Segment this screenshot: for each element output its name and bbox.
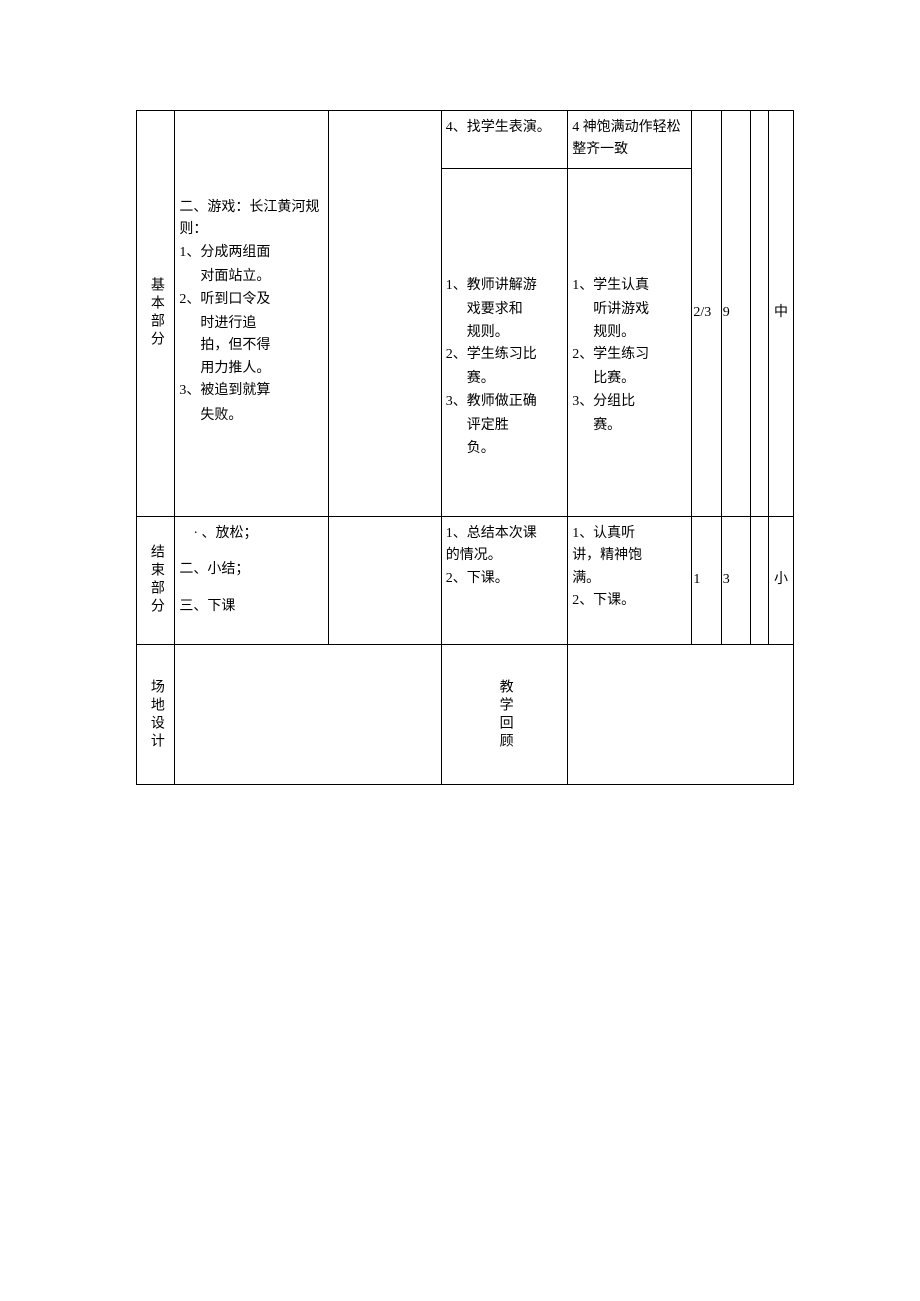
activity-item: 3、分组比: [572, 391, 687, 413]
activity-item: 规则。: [572, 322, 687, 344]
activity-item: 的情况。: [446, 545, 563, 567]
section-basic-label: 基本部分: [137, 111, 175, 517]
section-end-label: 结束部分: [137, 516, 175, 644]
activity1-cell: 1、教师讲解游 戏要求和 规则。 2、学生练习比 赛。 3、教师做正确 评定胜 …: [441, 168, 567, 516]
activity-item: 讲，精神饱: [572, 545, 687, 567]
activity-item: 负。: [446, 438, 563, 460]
content-item: 1、分成两组面: [179, 242, 324, 264]
activity-item: 规则。: [446, 322, 563, 344]
activity-item: 2、下课。: [446, 568, 563, 590]
num1-cell: 2/3: [692, 111, 721, 517]
level-cell: 中: [769, 111, 794, 517]
content-item: 拍，但不得: [179, 335, 324, 357]
activity1-cell: 4、找学生表演。: [441, 111, 567, 169]
activity-item: 4 神饱满动作轻松整齐一致: [572, 117, 687, 162]
num2-cell: 9: [721, 111, 750, 517]
activity-item: 赛。: [446, 368, 563, 390]
activity2-cell: 4 神饱满动作轻松整齐一致: [568, 111, 692, 169]
activity-item: 2、学生练习: [572, 344, 687, 366]
activity-item: 比赛。: [572, 368, 687, 390]
empty-narrow: [751, 111, 769, 517]
content-item: 对面站立。: [179, 266, 324, 288]
empty-cell: [328, 516, 441, 644]
activity-item: 满。: [572, 568, 687, 590]
lesson-plan-table: 基本部分 二、游戏：长江黄河规则： 1、分成两组面 对面站立。 2、听到口令及 …: [136, 110, 794, 785]
activity-item: 3、教师做正确: [446, 391, 563, 413]
end-content: · 、放松； 二、小结； 三、下课: [175, 516, 329, 644]
activity-item: 赛。: [572, 415, 687, 437]
content-title: 二、游戏：长江黄河规则：: [179, 197, 324, 242]
level-cell: 小: [769, 516, 794, 644]
section-venue-label: 场地设计: [137, 645, 175, 785]
activity-item: 1、认真听: [572, 523, 687, 545]
content-item: · 、放松；: [179, 523, 324, 545]
activity-item: 2、学生练习比: [446, 344, 563, 366]
activity-item: 评定胜: [446, 415, 563, 437]
content-item: 用力推人。: [179, 358, 324, 380]
empty-cell: [328, 111, 441, 517]
content-item: 2、听到口令及: [179, 289, 324, 311]
table-row: 场地设计 教学回顾: [137, 645, 794, 785]
activity-item: 1、教师讲解游: [446, 275, 563, 297]
num2-cell: 3: [721, 516, 750, 644]
num1-cell: 1: [692, 516, 721, 644]
content-item: 二、小结；: [179, 559, 324, 581]
content-item: 三、下课: [179, 596, 324, 618]
activity2-cell: 1、学生认真 听讲游戏 规则。 2、学生练习 比赛。 3、分组比 赛。: [568, 168, 692, 516]
activity-item: 4、找学生表演。: [446, 117, 563, 139]
section-review-label: 教学回顾: [441, 645, 567, 785]
venue-content: [175, 645, 441, 785]
activity-item: 1、总结本次课: [446, 523, 563, 545]
activity2-cell: 1、认真听 讲，精神饱 满。 2、下课。: [568, 516, 692, 644]
activity-item: 2、下课。: [572, 590, 687, 612]
activity-item: 戏要求和: [446, 299, 563, 321]
review-content: [568, 645, 794, 785]
basic-content: 二、游戏：长江黄河规则： 1、分成两组面 对面站立。 2、听到口令及 时进行追 …: [175, 111, 329, 517]
content-item: 时进行追: [179, 313, 324, 335]
content-item: 失败。: [179, 405, 324, 427]
table-row: 基本部分 二、游戏：长江黄河规则： 1、分成两组面 对面站立。 2、听到口令及 …: [137, 111, 794, 169]
empty-narrow: [751, 516, 769, 644]
activity-item: 1、学生认真: [572, 275, 687, 297]
activity-item: 听讲游戏: [572, 299, 687, 321]
content-item: 3、被追到就算: [179, 380, 324, 402]
table-row: 结束部分 · 、放松； 二、小结； 三、下课 1、总结本次课 的情况。 2、下课…: [137, 516, 794, 644]
activity1-cell: 1、总结本次课 的情况。 2、下课。: [441, 516, 567, 644]
